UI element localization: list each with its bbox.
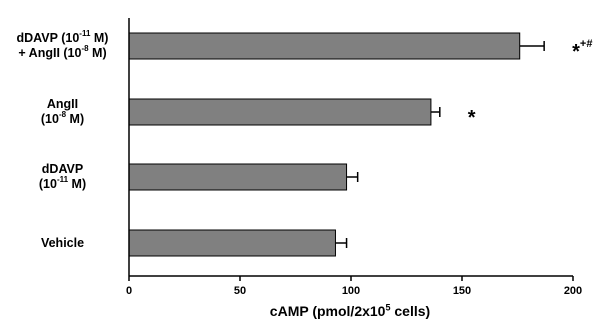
category-label-line: AngII <box>0 97 125 112</box>
category-label-exponent: -11 <box>79 28 91 38</box>
category-label-text: dDAVP <box>41 162 84 176</box>
category-label-text: M) <box>88 46 107 60</box>
category-label: Vehicle <box>0 236 125 251</box>
significance-mark: * <box>468 108 476 128</box>
category-label-text: Vehicle <box>40 235 85 250</box>
x-tick-label: 200 <box>564 285 582 297</box>
bar <box>128 163 348 191</box>
category-label-line: (10-8 M) <box>0 109 125 127</box>
x-tick-label: 150 <box>453 285 471 297</box>
category-label-line: + AngII (10-8 M) <box>0 43 125 61</box>
category-label-line: dDAVP (10-11 M) <box>0 28 125 46</box>
bar <box>128 229 336 257</box>
category-label-exponent: -11 <box>56 174 69 184</box>
x-tick-label: 0 <box>126 285 132 297</box>
category-label: dDAVP (10-11 M) + AngII (10-8 M) <box>0 28 125 61</box>
category-label-line: dDAVP <box>0 162 125 177</box>
x-tick-label: 50 <box>234 285 246 297</box>
x-axis: 0 50 100 150 200 <box>126 18 582 297</box>
category-label-text: (10 <box>40 112 59 126</box>
x-tick-label: 100 <box>342 285 360 297</box>
category-label: AngII (10-8 M) <box>0 97 125 127</box>
significance-symbol: * <box>572 41 580 63</box>
category-label-text: M) <box>66 112 85 126</box>
category-label-text: dDAVP (10 <box>16 31 80 45</box>
significance-superscript: +# <box>579 38 593 51</box>
category-label-exponent: -8 <box>81 43 89 53</box>
bar <box>128 98 432 126</box>
category-label: dDAVP (10-11 M) <box>0 162 125 192</box>
category-label-text: (10 <box>38 177 57 191</box>
category-label-exponent: -8 <box>58 109 67 119</box>
category-label-text: + AngII (10 <box>18 46 82 60</box>
bar <box>128 32 521 60</box>
x-axis-title: cAMP (pmol/2x105 cells) <box>269 302 431 319</box>
category-label-text: AngII <box>46 97 79 111</box>
bars <box>128 32 545 257</box>
category-label-text: M) <box>90 31 109 45</box>
category-label-text: M) <box>68 177 87 191</box>
category-label-line: (10-11 M) <box>0 174 125 192</box>
significance-mark: *+# <box>572 39 592 63</box>
category-label-line: Vehicle <box>0 236 125 251</box>
significance-symbol: * <box>467 107 476 129</box>
